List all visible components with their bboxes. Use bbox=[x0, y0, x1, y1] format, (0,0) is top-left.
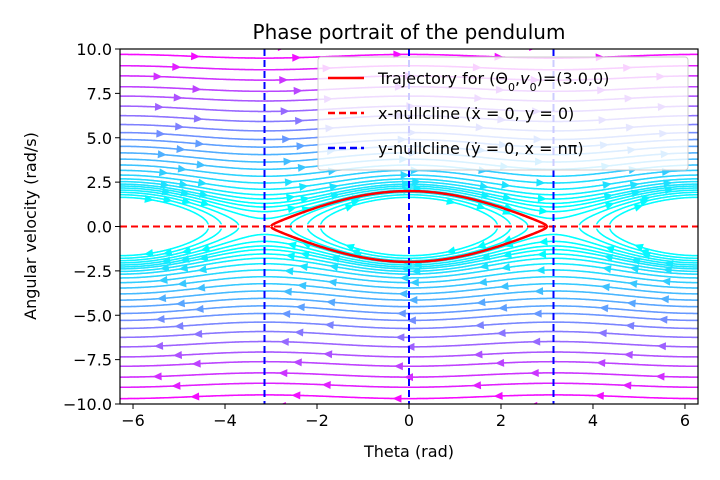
streamline-segment bbox=[205, 228, 209, 233]
streamline-segment bbox=[494, 220, 498, 225]
streamline-segment bbox=[494, 228, 498, 233]
streamline-segment bbox=[205, 220, 209, 225]
chart-title: Phase portrait of the pendulum bbox=[253, 20, 566, 44]
